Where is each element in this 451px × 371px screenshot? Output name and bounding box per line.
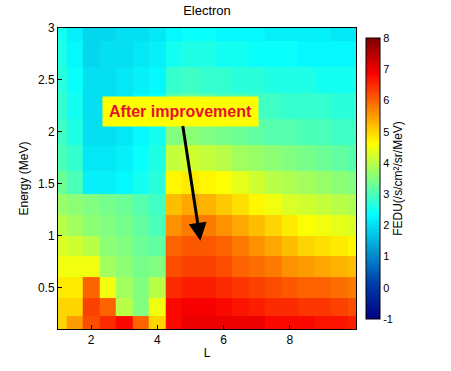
svg-text:1.5: 1.5 xyxy=(38,177,55,191)
svg-text:8: 8 xyxy=(383,32,389,44)
svg-text:7: 7 xyxy=(383,63,389,75)
svg-text:2: 2 xyxy=(88,333,95,347)
svg-text:1: 1 xyxy=(48,229,55,243)
svg-text:Electron: Electron xyxy=(183,3,231,18)
svg-text:After improvement: After improvement xyxy=(109,103,252,120)
svg-text:FEDU(/s/cm²/sr/MeV): FEDU(/s/cm²/sr/MeV) xyxy=(391,121,405,236)
svg-text:5: 5 xyxy=(383,126,389,138)
svg-text:0: 0 xyxy=(383,282,389,294)
svg-text:2: 2 xyxy=(48,125,55,139)
svg-text:3: 3 xyxy=(48,21,55,35)
svg-text:Energy (MeV): Energy (MeV) xyxy=(17,141,31,215)
svg-text:2: 2 xyxy=(383,219,389,231)
svg-text:2.5: 2.5 xyxy=(38,73,55,87)
svg-text:8: 8 xyxy=(286,333,293,347)
svg-text:6: 6 xyxy=(220,333,227,347)
svg-text:4: 4 xyxy=(383,157,389,169)
svg-text:L: L xyxy=(204,346,211,360)
svg-text:4: 4 xyxy=(154,333,161,347)
svg-text:3: 3 xyxy=(383,188,389,200)
svg-text:-1: -1 xyxy=(383,313,393,325)
svg-text:1: 1 xyxy=(383,250,389,262)
svg-text:6: 6 xyxy=(383,94,389,106)
svg-text:0.5: 0.5 xyxy=(38,281,55,295)
